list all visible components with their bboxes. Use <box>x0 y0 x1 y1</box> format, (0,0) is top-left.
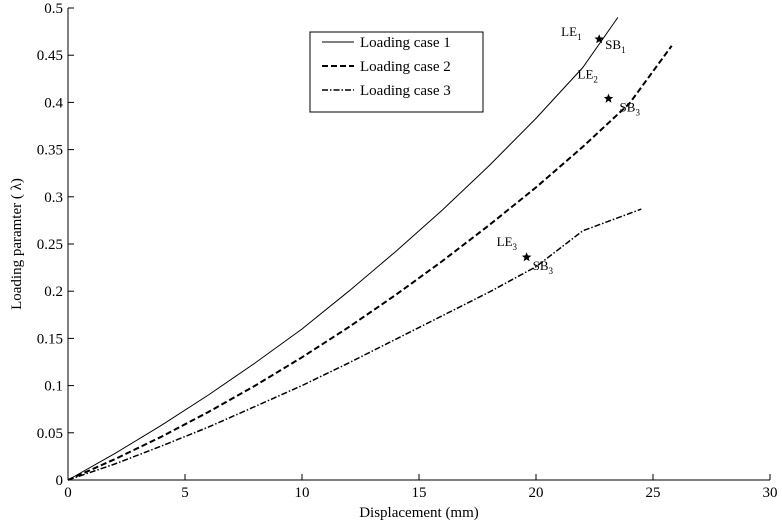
annotation-le-label: LE2 <box>578 67 598 85</box>
annotation-sb-label: SB3 <box>533 258 554 276</box>
legend-label-1: Loading case 1 <box>360 35 451 51</box>
annotation-sb-label: SB1 <box>605 37 625 55</box>
legend-box <box>309 31 484 113</box>
y-tick-label: 0.35 <box>37 143 63 159</box>
y-tick-label: 0.45 <box>37 48 63 64</box>
y-tick-label: 0 <box>56 473 64 489</box>
y-tick-label: 0.15 <box>37 331 63 347</box>
y-tick-label: 0.1 <box>44 379 63 395</box>
y-tick-label: 0.25 <box>37 237 63 253</box>
x-tick-label: 0 <box>64 485 72 501</box>
limit-point-marker <box>521 252 532 262</box>
y-tick-label: 0.2 <box>44 284 63 300</box>
legend-label-3: Loading case 3 <box>360 83 451 99</box>
x-tick-label: 10 <box>295 485 310 501</box>
x-tick-label: 15 <box>412 485 427 501</box>
legend-label-2: Loading case 2 <box>360 59 451 75</box>
y-tick-label: 0.4 <box>44 95 63 111</box>
series-line-2 <box>67 45 673 481</box>
limit-point-marker <box>594 34 604 44</box>
x-axis-label: Displacement (mm) <box>359 505 479 521</box>
annotation-layer: LE1 SB1 LE2 SB3 LE3 SB3 <box>497 24 641 276</box>
y-tick-label: 0.5 <box>44 1 63 17</box>
y-tick-label: 0.05 <box>37 426 63 442</box>
series-layer <box>67 17 673 481</box>
series-line-3 <box>67 208 642 481</box>
x-tick-label: 20 <box>529 485 544 501</box>
y-axis-label: Loading paramter ( λ) <box>9 178 25 310</box>
annotation-le-label: LE1 <box>561 24 581 42</box>
series-line-1 <box>67 17 619 481</box>
limit-point-marker <box>603 93 614 103</box>
annotation-le-label: LE3 <box>497 234 518 252</box>
x-tick-label: 30 <box>763 485 778 501</box>
axes: 0 5 10 15 20 25 30 0 0.05 0.1 0.15 0.2 0.25 0.3 0.35 0.… <box>37 1 778 501</box>
x-tick-label: 5 <box>181 485 189 501</box>
x-tick-label: 25 <box>646 485 661 501</box>
annotation-sb-label: SB3 <box>620 100 641 118</box>
y-tick-label: 0.3 <box>44 190 63 206</box>
legend: Loading case 1 Loading case 2 Loading case… <box>309 31 484 113</box>
